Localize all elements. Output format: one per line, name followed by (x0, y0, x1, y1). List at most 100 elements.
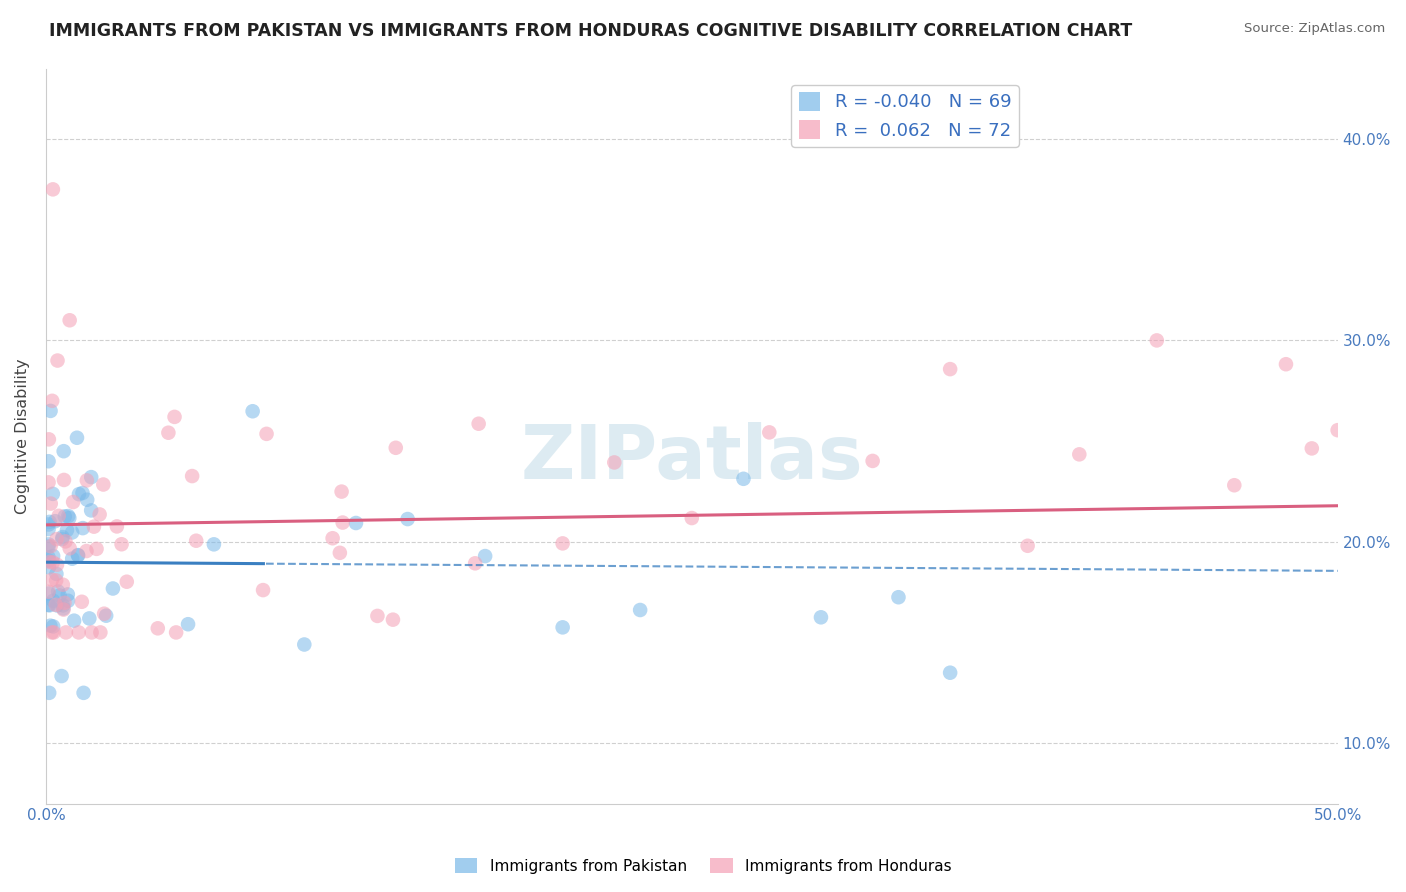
Point (105, 519, 128, 533)
Point (1378, 584, 1400, 599)
Point (1378, 740, 1400, 755)
Point (181, 469, 204, 483)
Point (52, 444, 75, 458)
Point (41, 573, 63, 587)
Point (52, 599, 75, 613)
Point (551, 620, 574, 634)
Point (146, 621, 169, 635)
Point (41, 393, 63, 408)
Point (38, 550, 60, 565)
Point (202, 537, 225, 551)
Point (72, 486, 94, 500)
Point (62, 495, 84, 509)
Point (53, 596, 76, 610)
Point (67, 549, 90, 563)
Point (48, 589, 70, 603)
Point (59, 541, 82, 556)
Point (52, 602, 75, 616)
Point (38, 598, 60, 612)
Point (157, 425, 180, 440)
Point (862, 454, 884, 468)
Point (344, 516, 367, 530)
Point (467, 417, 489, 431)
Point (396, 512, 419, 526)
Point (46, 558, 69, 572)
Point (101, 582, 124, 596)
Point (45, 566, 67, 581)
Point (38, 686, 60, 700)
Point (939, 362, 962, 376)
Point (59, 313, 82, 327)
Point (165, 625, 187, 640)
Point (292, 638, 315, 652)
Point (163, 409, 186, 424)
Point (332, 516, 354, 530)
Point (70, 595, 93, 609)
Point (46, 584, 69, 599)
Point (681, 511, 703, 525)
Point (39, 497, 62, 511)
Point (474, 549, 496, 563)
Point (39, 539, 62, 553)
Point (58, 511, 80, 525)
Point (89, 625, 111, 640)
Legend: Immigrants from Pakistan, Immigrants from Honduras: Immigrants from Pakistan, Immigrants fro… (449, 852, 957, 880)
Point (52, 601, 75, 615)
Point (38, 554, 60, 568)
Point (83, 519, 105, 533)
Point (38, 560, 60, 574)
Point (76, 474, 98, 488)
Point (186, 533, 208, 548)
Point (42, 625, 65, 640)
Point (46, 599, 69, 613)
Point (1326, 423, 1348, 437)
Point (252, 583, 274, 598)
Point (628, 603, 651, 617)
Point (56, 587, 79, 601)
Point (60, 551, 83, 566)
Point (115, 574, 138, 589)
Point (67, 487, 90, 501)
Point (38, 433, 60, 447)
Point (91, 477, 114, 491)
Point (96, 608, 118, 623)
Point (51, 669, 73, 683)
Point (758, 425, 780, 440)
Point (38, 517, 60, 532)
Point (56, 523, 79, 537)
Text: ZIPatlas: ZIPatlas (520, 422, 863, 495)
Point (38, 475, 60, 490)
Point (810, 610, 832, 624)
Point (56, 594, 79, 608)
Point (1017, 539, 1039, 553)
Point (366, 608, 388, 623)
Text: IMMIGRANTS FROM PAKISTAN VS IMMIGRANTS FROM HONDURAS COGNITIVE DISABILITY CORREL: IMMIGRANTS FROM PAKISTAN VS IMMIGRANTS F… (49, 22, 1132, 40)
Point (51, 530, 73, 544)
Point (76, 544, 98, 558)
Point (45, 574, 67, 588)
Point (38, 540, 60, 554)
Point (44, 514, 66, 528)
Point (89, 508, 111, 522)
Point (887, 591, 910, 605)
Point (110, 537, 132, 551)
Point (41, 625, 63, 640)
Point (1275, 357, 1298, 371)
Point (329, 546, 352, 560)
Point (55, 625, 77, 640)
Point (86, 541, 108, 556)
Point (38, 584, 60, 599)
Point (72, 521, 94, 535)
Point (1146, 334, 1168, 348)
Point (330, 484, 353, 499)
Text: Source: ZipAtlas.com: Source: ZipAtlas.com (1244, 22, 1385, 36)
Point (603, 455, 626, 469)
Point (42, 556, 65, 570)
Point (551, 536, 574, 550)
Point (45, 532, 67, 546)
Point (60, 525, 83, 540)
Point (80, 625, 103, 640)
Point (93, 607, 115, 621)
Point (53, 509, 76, 524)
Point (322, 531, 344, 545)
